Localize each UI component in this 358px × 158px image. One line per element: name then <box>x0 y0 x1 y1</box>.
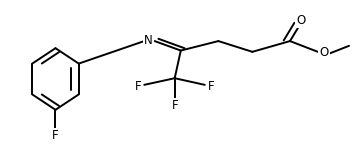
Text: F: F <box>135 80 141 93</box>
Text: F: F <box>52 129 59 142</box>
Text: F: F <box>208 80 214 93</box>
Text: O: O <box>319 46 329 59</box>
Text: N: N <box>144 34 153 47</box>
Text: O: O <box>296 14 305 27</box>
Text: F: F <box>171 99 178 112</box>
